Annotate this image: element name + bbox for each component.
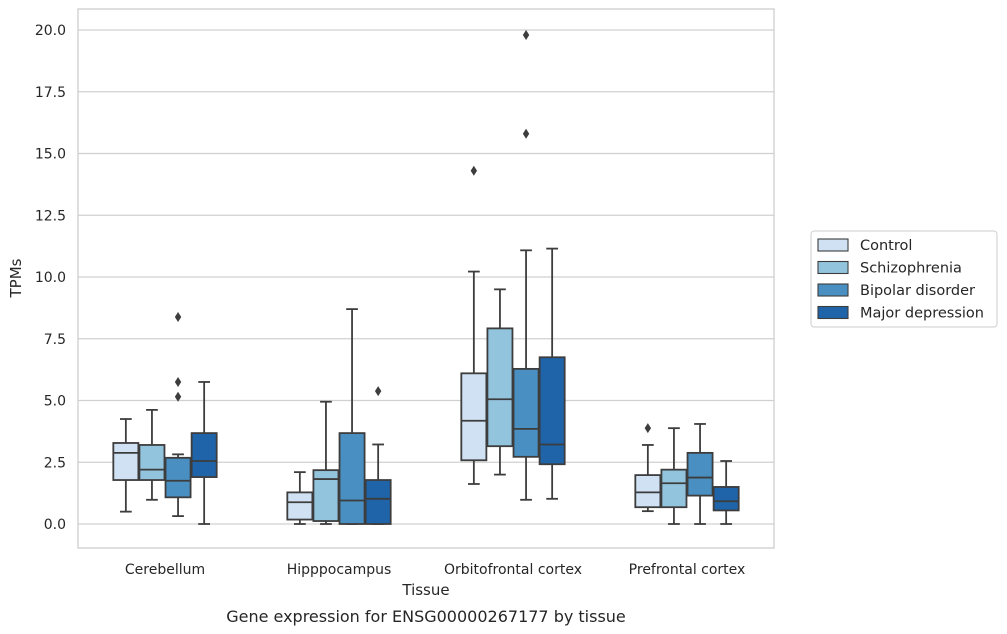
legend-swatch <box>817 283 849 297</box>
box-iqr <box>512 367 540 458</box>
box-major-depression <box>538 247 566 500</box>
y-tick-label: 12.5 <box>35 208 66 224</box>
box-iqr <box>112 442 140 481</box>
outlier-point <box>522 128 530 139</box>
outlier-point <box>374 386 382 397</box>
gridlines <box>78 29 774 525</box>
box-series <box>112 29 740 525</box>
y-tick-label: 10.0 <box>35 270 66 286</box>
box-iqr <box>190 432 218 478</box>
y-tick-label: 5.0 <box>44 394 66 410</box>
box-iqr <box>338 432 366 525</box>
x-axis-ticks: Cerebellum Hipppocampus Orbitofrontal cort… <box>125 562 745 578</box>
box-bipolar-disorder <box>686 423 714 525</box>
legend-label: Control <box>860 238 912 254</box>
box-iqr <box>138 444 166 481</box>
legend-label: Schizophrenia <box>860 261 962 277</box>
box-iqr <box>312 469 340 522</box>
x-tick-label: Hipppocampus <box>287 562 392 578</box>
box-iqr <box>486 327 514 448</box>
outlier-point <box>522 29 530 40</box>
y-axis-label: TPMs <box>7 258 25 298</box>
box-control <box>460 165 488 485</box>
box-iqr <box>686 451 714 497</box>
box-iqr <box>712 486 740 512</box>
legend-label: Bipolar disorder <box>860 283 975 299</box>
x-axis-label: Tissue <box>401 581 449 599</box>
legend-label: Major depression <box>860 306 984 322</box>
legend-frame <box>810 230 998 328</box>
outlier-point <box>644 423 652 434</box>
outlier-point <box>174 391 182 402</box>
legend-swatch <box>817 260 849 275</box>
box-bipolar-disorder <box>338 308 366 525</box>
y-tick-label: 2.5 <box>44 455 66 471</box>
box-major-depression <box>712 460 740 525</box>
box-schizophrenia <box>486 288 514 476</box>
outlier-point <box>174 312 182 323</box>
chart-caption: Gene expression for ENSG00000267177 by t… <box>226 607 626 626</box>
box-iqr <box>634 474 662 509</box>
x-tick-label: Prefrontal cortex <box>629 562 746 578</box>
box-iqr <box>164 456 192 499</box>
box-iqr <box>660 468 688 509</box>
box-control <box>286 471 314 525</box>
box-control <box>112 418 140 513</box>
box-major-depression <box>190 381 218 525</box>
box-iqr <box>286 491 314 521</box>
box-major-depression <box>364 386 392 525</box>
box-iqr <box>538 356 566 466</box>
y-axis-ticks: 0.0 2.5 5.0 7.5 10.0 12.5 15.0 17.5 20.0 <box>35 23 66 533</box>
x-tick-label: Orbitofrontal cortex <box>444 562 582 578</box>
x-tick-label: Cerebellum <box>125 562 205 578</box>
legend: Control Schizophrenia Bipolar disorder Majo… <box>810 230 998 328</box>
box-control <box>634 423 662 513</box>
box-schizophrenia <box>312 400 340 525</box>
outlier-point <box>174 376 182 387</box>
box-schizophrenia <box>660 427 688 525</box>
y-tick-label: 20.0 <box>35 23 66 39</box>
legend-items: Control Schizophrenia Bipolar disorder Majo… <box>817 238 984 322</box>
box-iqr <box>460 372 488 462</box>
plot-area-frame <box>77 8 775 549</box>
legend-swatch <box>817 305 849 320</box>
y-tick-label: 15.0 <box>35 147 66 163</box>
y-tick-label: 0.0 <box>44 517 66 533</box>
box-schizophrenia <box>138 408 166 501</box>
y-tick-label: 7.5 <box>44 332 66 348</box>
box-iqr <box>364 479 392 525</box>
legend-swatch <box>817 238 849 252</box>
y-tick-label: 17.5 <box>35 85 66 101</box>
box-bipolar-disorder <box>512 29 540 501</box>
box-bipolar-disorder <box>164 312 192 517</box>
outlier-point <box>470 165 478 176</box>
